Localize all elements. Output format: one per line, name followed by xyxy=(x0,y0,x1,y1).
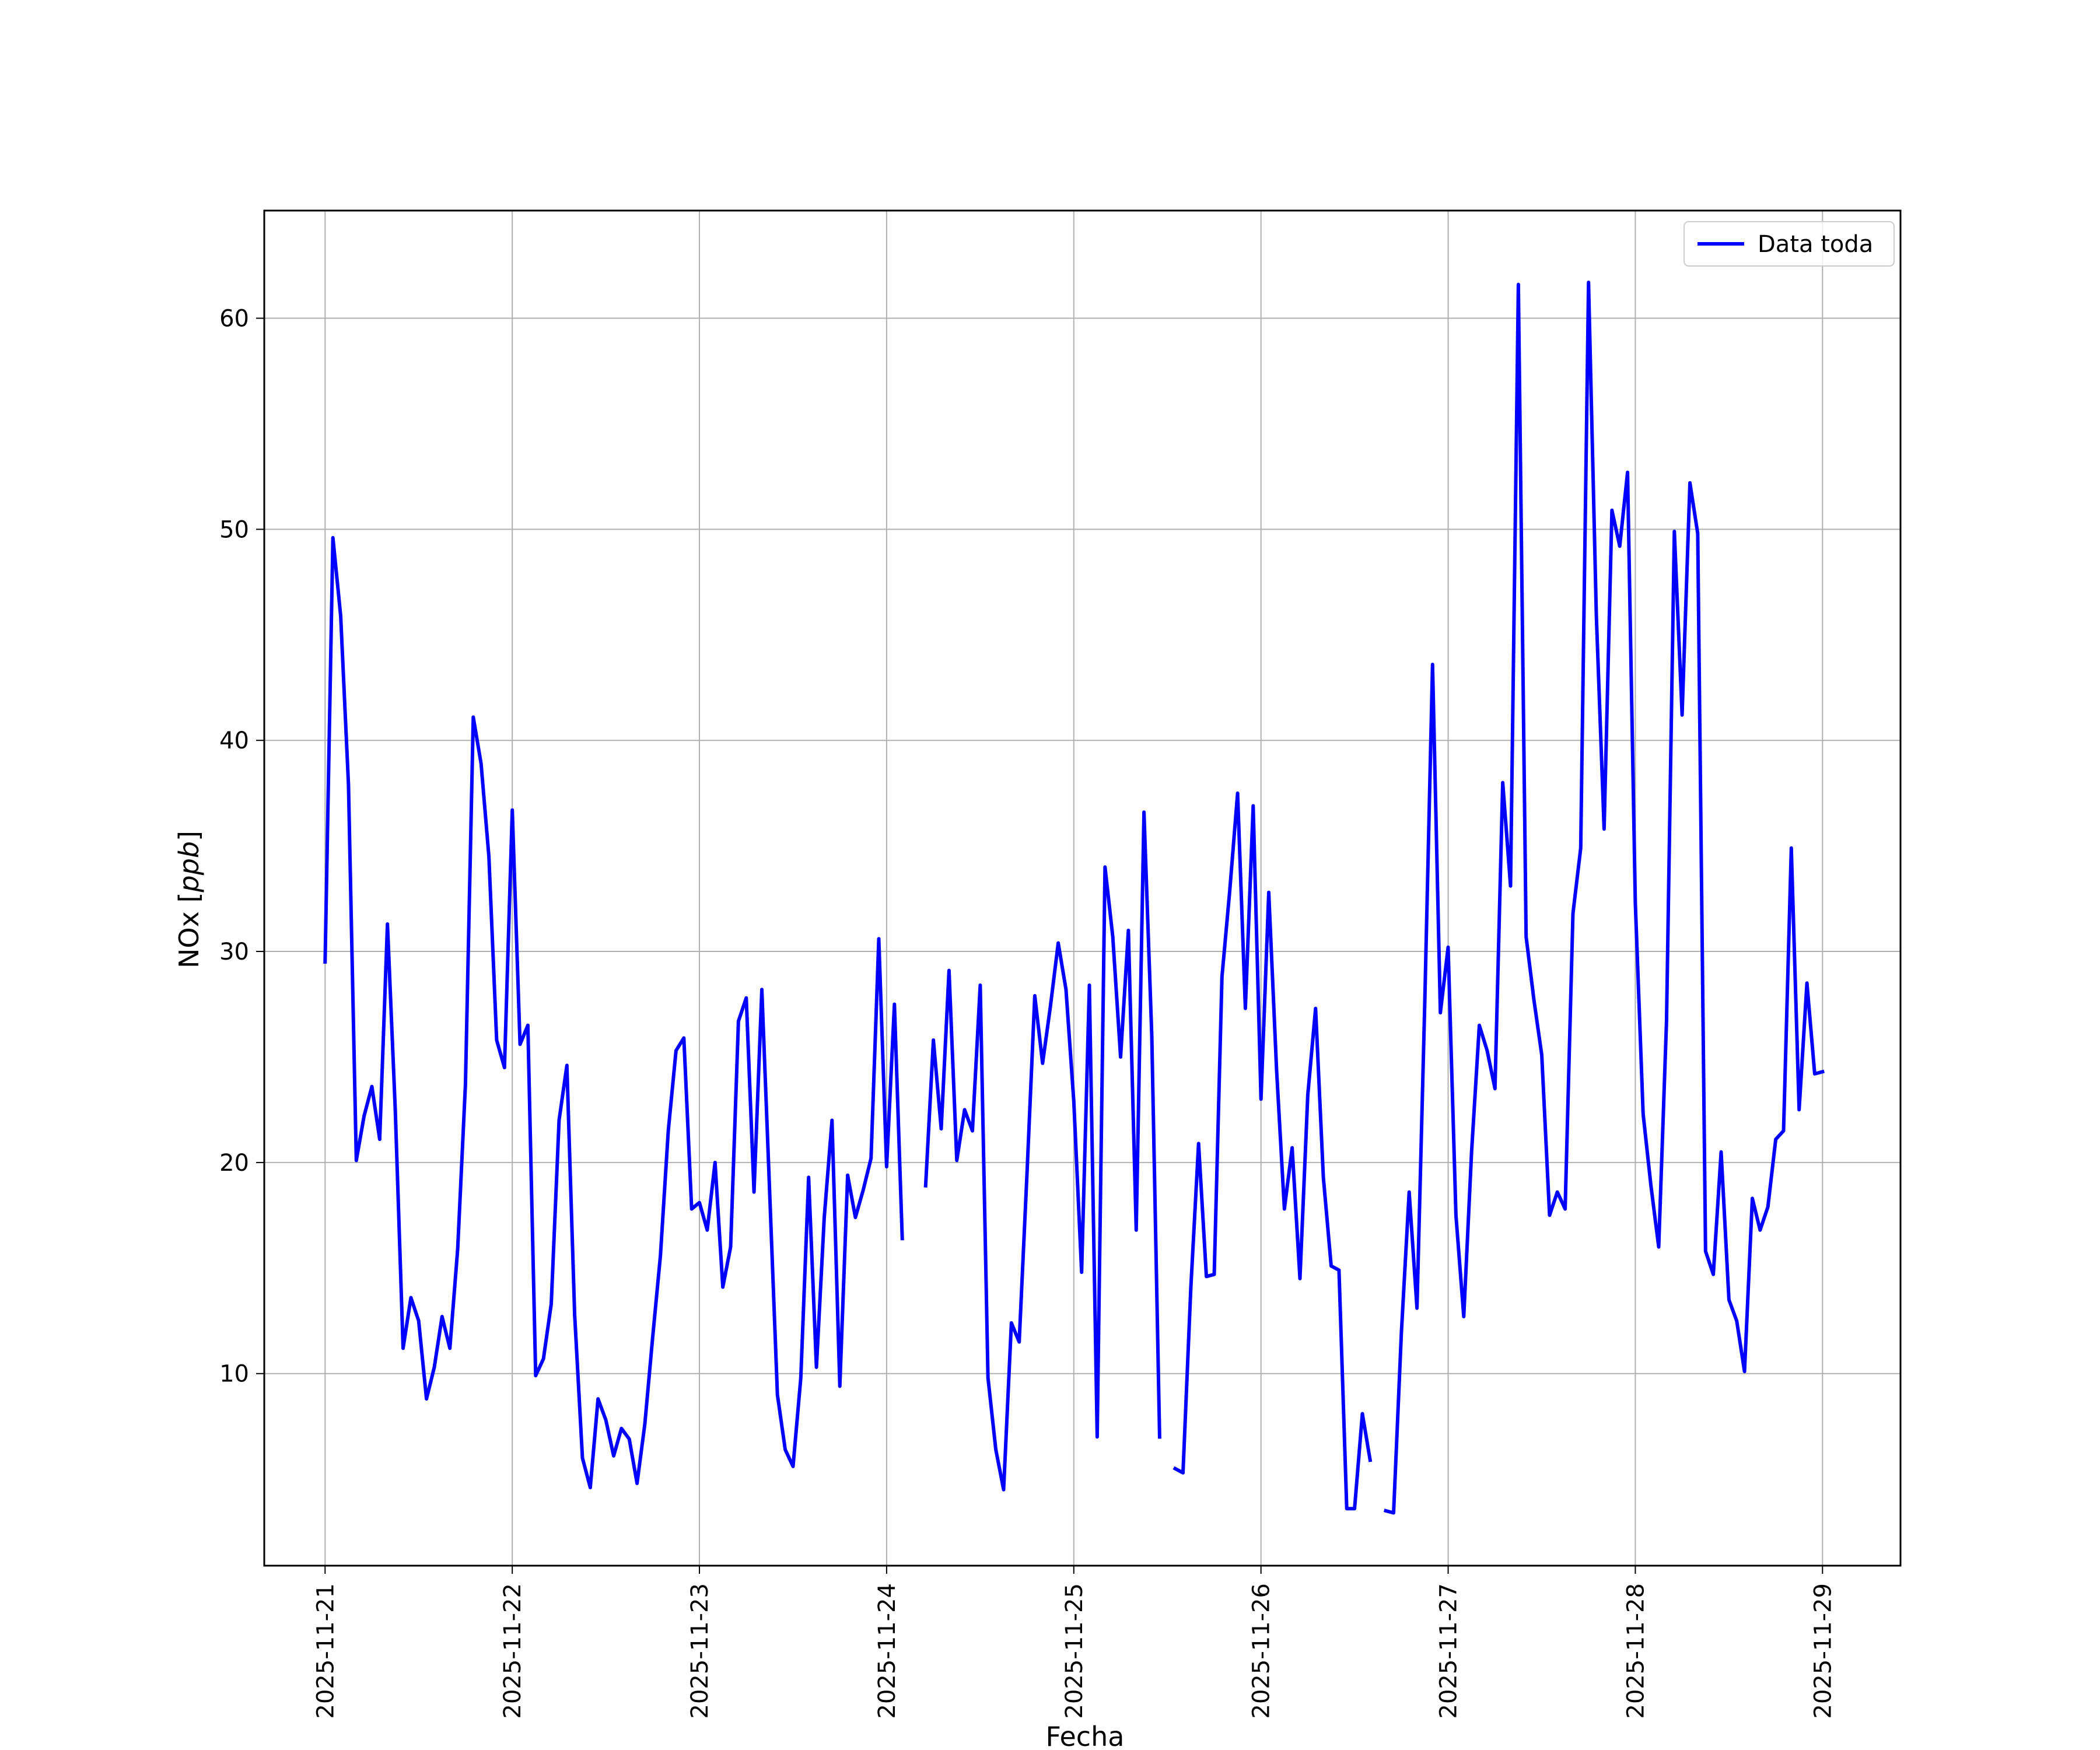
x-axis-title: Fecha xyxy=(1046,1721,1125,1750)
x-tick-label: 2025-11-21 xyxy=(312,1583,339,1718)
x-tick-label: 2025-11-29 xyxy=(1810,1583,1836,1718)
x-tick-label: 2025-11-23 xyxy=(687,1583,713,1718)
y-axis-title-unit: ppb xyxy=(173,841,205,893)
x-tick-label: 2025-11-22 xyxy=(499,1583,526,1718)
y-axis-title-main: NOx xyxy=(173,903,205,968)
legend-label: Data toda xyxy=(1758,231,1873,258)
y-axis-ticks: 10 20 30 40 50 60 xyxy=(219,306,264,1388)
y-tick-label: 50 xyxy=(219,516,249,543)
x-tick-label: 2025-11-27 xyxy=(1436,1583,1462,1718)
x-tick-label: 2025-11-26 xyxy=(1248,1583,1275,1718)
y-axis-title-bracket-close: ] xyxy=(173,831,205,841)
y-tick-label: 20 xyxy=(219,1150,249,1177)
y-tick-label: 60 xyxy=(219,306,249,332)
legend: Data toda xyxy=(1684,221,1895,267)
y-axis-title: NOx [ppb] xyxy=(173,831,205,968)
x-axis-ticks: 2025-11-21 2025-11-22 2025-11-23 2025-11-24… xyxy=(312,1566,1836,1718)
x-gridlines xyxy=(324,211,1824,1566)
x-tick-label: 2025-11-25 xyxy=(1061,1583,1088,1718)
y-tick-label: 30 xyxy=(219,939,249,965)
y-gridlines xyxy=(264,317,1901,1374)
series-line-data-toda xyxy=(323,281,1825,1515)
x-tick-label: 2025-11-28 xyxy=(1622,1583,1649,1718)
y-tick-label: 10 xyxy=(219,1361,249,1388)
axes-frame xyxy=(263,209,1902,1567)
series-layer xyxy=(323,281,1825,1515)
y-tick-label: 40 xyxy=(219,727,249,754)
legend-box xyxy=(1684,221,1895,267)
y-axis-title-bracket-open: [ xyxy=(173,892,205,903)
x-tick-label: 2025-11-24 xyxy=(874,1583,901,1718)
